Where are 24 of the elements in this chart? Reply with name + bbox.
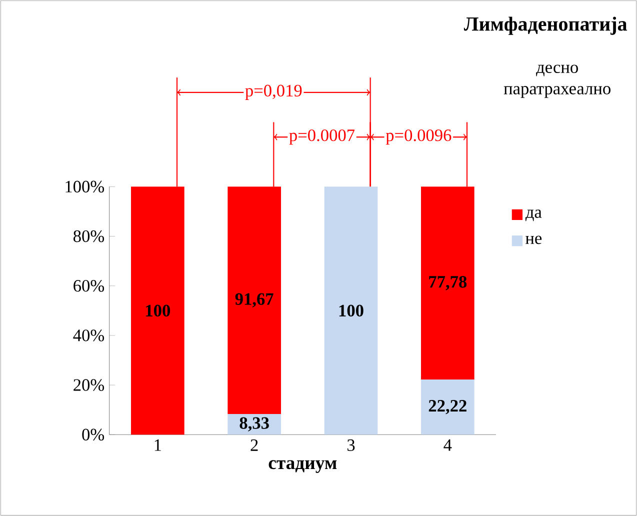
y-tick-label: 40% (73, 330, 104, 342)
x-tick-label: 4 (444, 439, 452, 451)
x-axis-title: стадиум (268, 460, 337, 473)
data-label: 22,22 (428, 400, 466, 414)
y-tick-label: 0% (82, 428, 104, 441)
data-label: 91,67 (235, 293, 274, 308)
y-tick-label: 60% (74, 280, 104, 292)
y-tick-label: 80% (74, 230, 104, 242)
text: Лимфаденопатија (464, 16, 627, 35)
data-label: 8,33 (240, 417, 269, 432)
y-tick-label: 20% (74, 379, 104, 391)
text: p=0,019 (245, 84, 302, 100)
data-label: 77,78 (429, 276, 467, 290)
legend-title: десно паратрахеално (504, 64, 610, 98)
data-label: 100 (339, 304, 364, 316)
y-tick-label: 100% (66, 180, 104, 193)
data-label: 100 (146, 304, 170, 316)
x-tick-label: 2 (250, 439, 258, 451)
legend-label: да (525, 210, 542, 222)
legend-label: не (526, 236, 542, 244)
x-tick-label: 1 (154, 439, 161, 451)
x-tick-label: 3 (348, 439, 355, 452)
text: p=0.0007 (289, 129, 355, 145)
text: p=0.0096 (386, 129, 452, 145)
